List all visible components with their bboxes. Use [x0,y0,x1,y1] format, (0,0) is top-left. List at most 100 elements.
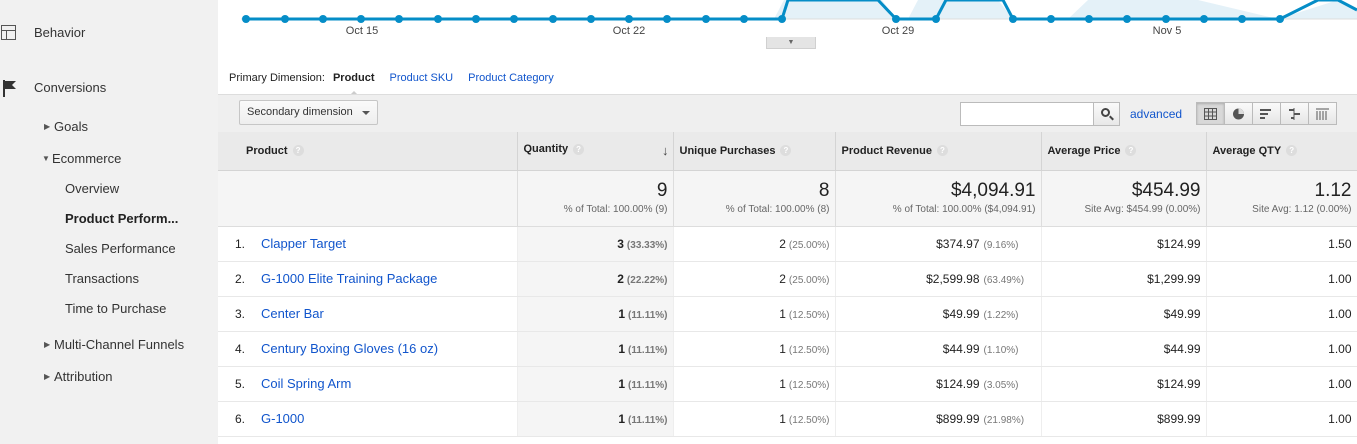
table-row: 2. G-1000 Elite Training Package 2 (22.22%)… [218,261,1357,297]
row-index: 6. [235,412,246,426]
product-revenue-value: $44.99 [942,341,980,356]
sidebar-item-behavior[interactable]: Behavior [34,25,85,40]
help-icon[interactable]: ? [936,145,948,157]
pie-view-button[interactable] [1224,102,1253,125]
secondary-dimension-label: Secondary dimension [247,106,353,118]
quantity-percent: (11.11%) [628,309,668,321]
quantity-cell: 3 (33.33%) [517,226,674,262]
chevron-right-icon: ▶ [44,372,51,381]
column-header-product[interactable]: Product? [218,132,518,171]
totals-quantity: 9% of Total: 100.00% (9) [517,170,674,227]
sidebar-item-multi-channel-funnels[interactable]: ▶ Multi-Channel Funnels [44,337,184,352]
primary-dimension-product-category[interactable]: Product Category [468,72,554,84]
quantity-value: 3 [617,236,624,251]
help-icon[interactable]: ? [1286,145,1298,157]
totals-average-qty: 1.12 Site Avg: 1.12 (0.00%) [1206,170,1357,227]
flag-icon [3,80,16,97]
column-header-product-revenue[interactable]: Product Revenue? [835,132,1042,171]
unique-purchases-percent: (25.00%) [788,274,830,286]
product-cell: 3. Center Bar [218,296,518,332]
table-view-button[interactable] [1196,102,1225,125]
sidebar-item-sales-performance[interactable]: Sales Performance [65,241,176,256]
pie-view-icon [1233,108,1244,120]
quantity-percent: (11.11%) [628,379,668,391]
column-header-quantity[interactable]: Quantity? ↓ [517,132,674,171]
quantity-value: 1 [618,376,626,391]
quantity-cell: 1 (11.11%) [517,401,674,437]
average-price-cell: $124.99 [1041,366,1207,402]
bar-view-button[interactable] [1252,102,1281,125]
help-icon[interactable]: ? [780,145,792,157]
advanced-filter-link[interactable]: advanced [1130,107,1183,121]
product-cell: 6. G-1000 [218,401,518,437]
average-price-cell: $1,299.99 [1041,261,1207,297]
unique-purchases-value: 1 [779,341,786,356]
sidebar-item-attribution[interactable]: ▶ Attribution [44,369,113,384]
column-header-average-qty[interactable]: Average QTY? [1206,132,1357,171]
table-row: 4. Century Boxing Gloves (16 oz) 1 (11.11%)… [218,331,1357,367]
chart-area-fill [774,0,1357,19]
quantity-value: 1 [618,411,626,426]
table-toolbar: Secondary dimension advanced [218,94,1357,132]
search-button[interactable] [1093,102,1120,126]
column-header-average-price[interactable]: Average Price? [1041,132,1207,171]
sidebar-item-overview[interactable]: Overview [65,181,119,196]
product-revenue-value: $124.99 [936,376,980,391]
sidebar-item-transactions[interactable]: Transactions [65,271,139,286]
pivot-view-icon [1316,108,1329,120]
secondary-dimension-dropdown[interactable]: Secondary dimension [239,100,378,125]
sidebar-item-conversions[interactable]: Conversions [34,80,106,95]
chart-x-label: Oct 15 [345,25,379,37]
primary-dimension-product-sku[interactable]: Product SKU [389,72,454,84]
product-revenue-percent: (1.22%) [983,309,1019,321]
sidebar-item-label: Conversions [34,80,107,95]
average-qty-cell: 1.00 [1206,296,1357,332]
product-link[interactable]: Center Bar [261,306,324,321]
comparison-view-button[interactable] [1280,102,1309,125]
sidebar-item-product-performance[interactable]: Product Perform... [65,211,178,226]
primary-dimension-product[interactable]: Product [332,72,375,96]
chart-collapse-toggle[interactable]: ▼ [766,37,816,49]
pivot-view-button[interactable] [1308,102,1337,125]
product-link[interactable]: Clapper Target [261,236,347,251]
table-row: 5. Coil Spring Arm 1 (11.11%) 1 (12.50%) $124.… [218,366,1357,402]
product-revenue-value: $374.97 [936,236,980,251]
product-revenue-cell: $44.99 (1.10%) [835,331,1042,367]
product-revenue-value: $2,599.98 [926,271,980,286]
product-revenue-cell: $374.97 (9.16%) [835,226,1042,262]
product-revenue-value: $49.99 [942,306,980,321]
help-icon[interactable]: ? [1125,145,1137,157]
quantity-cell: 2 (22.22%) [517,261,674,297]
help-icon[interactable]: ? [292,145,304,157]
unique-purchases-value: 2 [779,271,786,286]
sidebar-item-time-to-purchase[interactable]: Time to Purchase [65,301,166,316]
product-link[interactable]: G-1000 [261,411,305,426]
primary-dimension-bar: Primary Dimension: Product Product SKU P… [229,72,554,96]
product-link[interactable]: G-1000 Elite Training Package [261,271,438,286]
product-cell: 5. Coil Spring Arm [218,366,518,402]
table-view-icon [1204,108,1217,120]
chevron-right-icon: ▶ [44,122,51,131]
product-revenue-percent: (1.10%) [983,344,1019,356]
average-qty-cell: 1.00 [1206,366,1357,402]
chevron-down-icon: ▼ [42,154,50,163]
sidebar-item-label: Transactions [65,271,139,286]
unique-purchases-percent: (25.00%) [788,239,830,251]
product-link[interactable]: Coil Spring Arm [261,376,352,391]
sidebar-item-label: Goals [54,119,88,134]
column-header-unique-purchases[interactable]: Unique Purchases? [673,132,836,171]
quantity-value: 1 [618,306,626,321]
average-price-cell: $899.99 [1041,401,1207,437]
quantity-value: 1 [618,341,626,356]
table-search-input[interactable] [960,102,1094,126]
sidebar-item-ecommerce[interactable]: ▼ Ecommerce [42,151,121,166]
sidebar-item-label: Overview [65,181,120,196]
unique-purchases-cell: 1 (12.50%) [673,296,836,332]
sidebar-item-goals[interactable]: ▶ Goals [44,119,88,134]
sidebar-item-label: Sales Performance [65,241,176,256]
product-link[interactable]: Century Boxing Gloves (16 oz) [261,341,439,356]
help-icon[interactable]: ? [573,143,585,155]
view-switcher [1196,102,1337,125]
product-revenue-cell: $2,599.98 (63.49%) [835,261,1042,297]
chart-x-label: Nov 5 [1152,25,1182,37]
